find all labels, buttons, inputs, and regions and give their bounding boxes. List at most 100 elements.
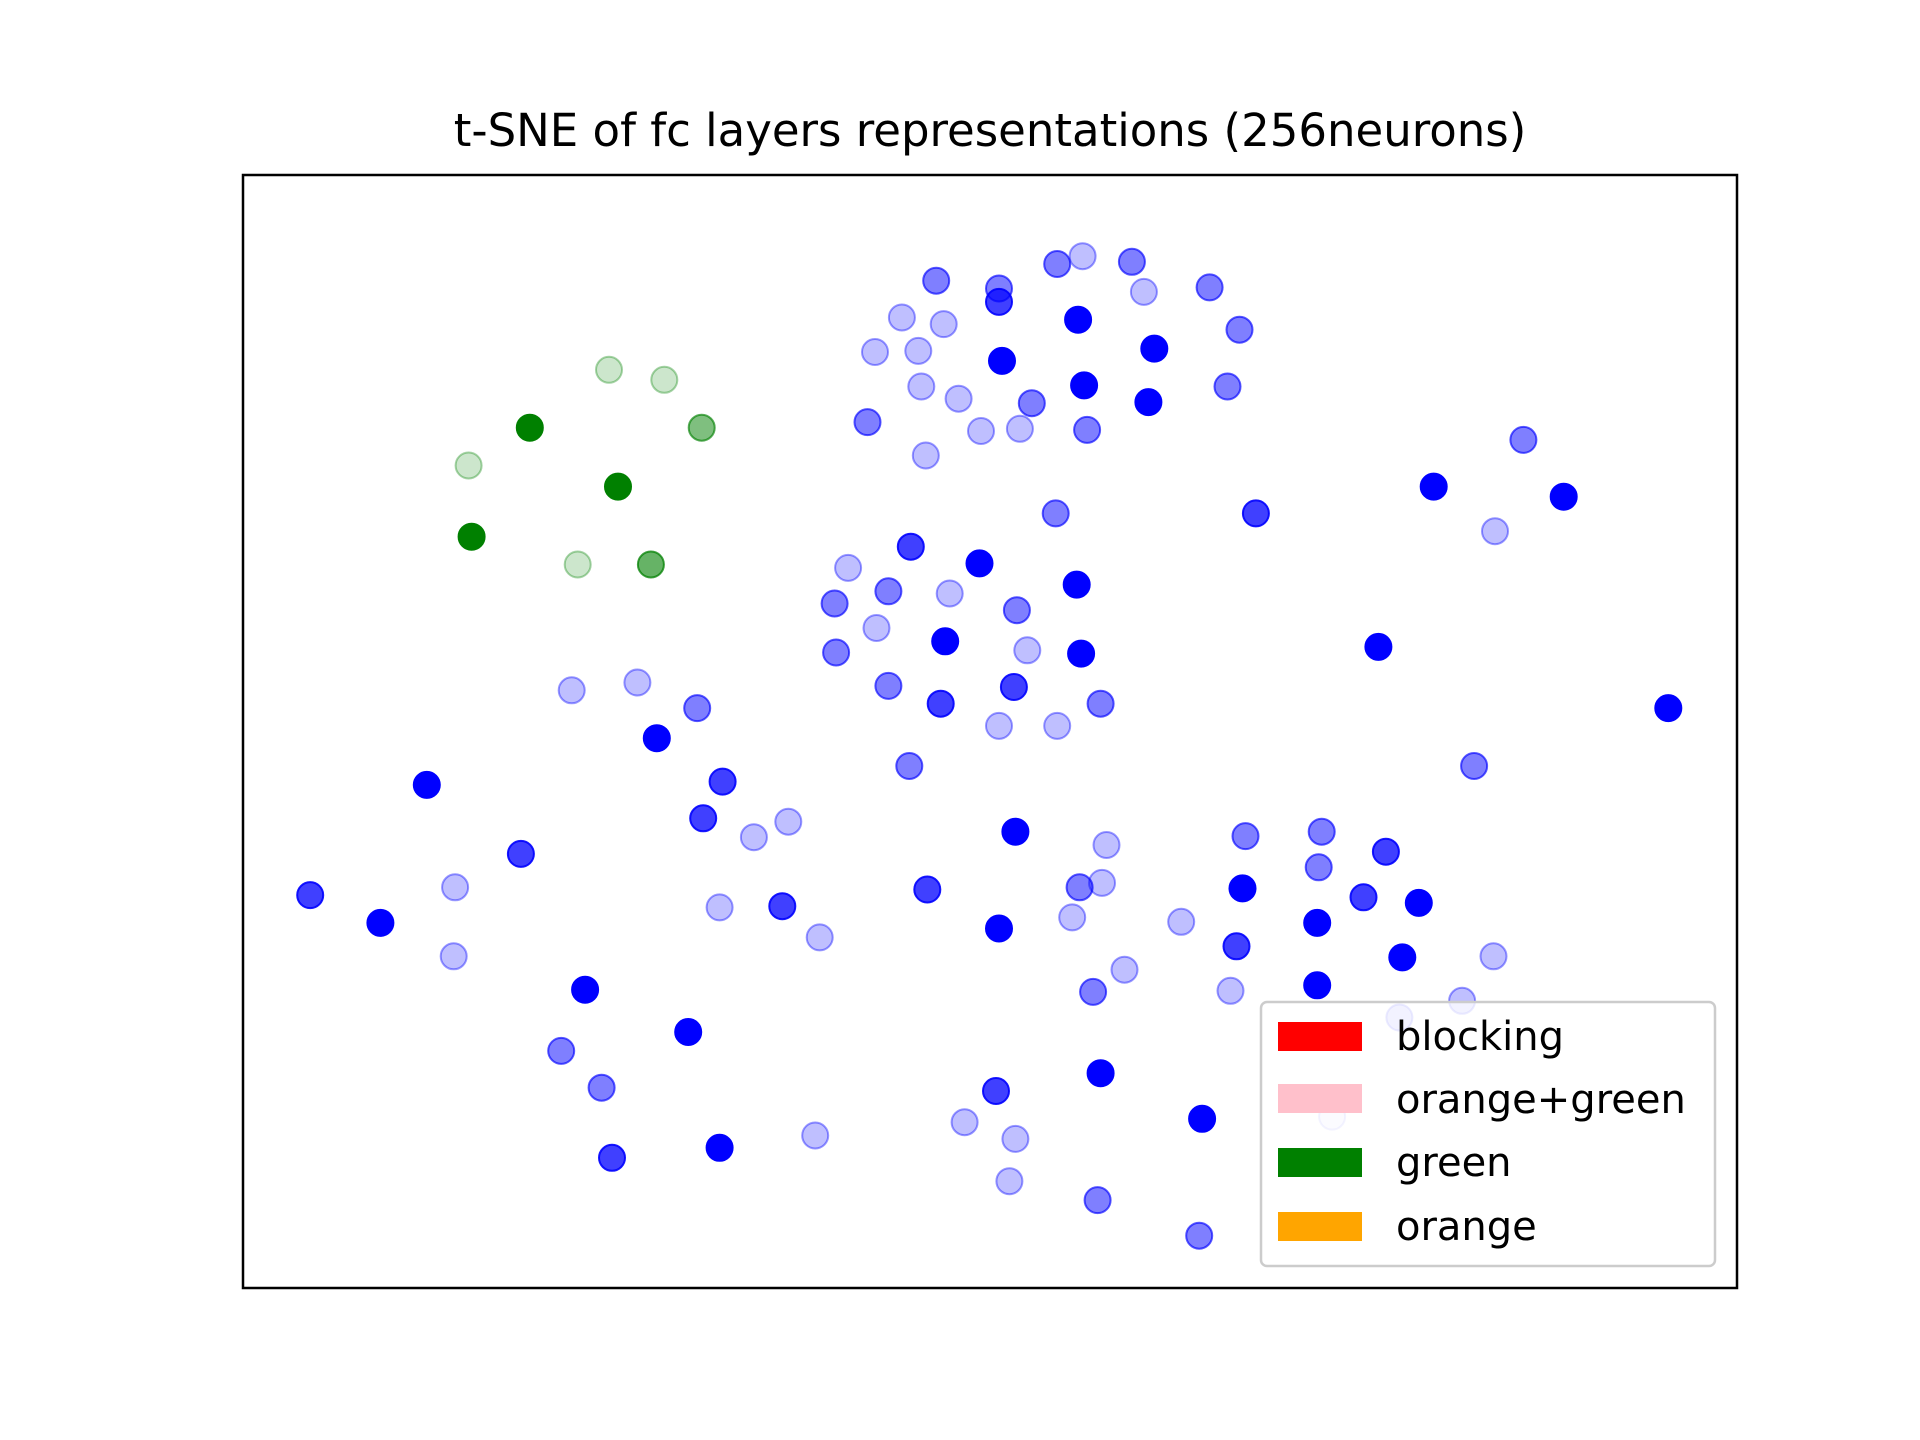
scatter-point-0-35: [834, 553, 863, 582]
scatter-point-1-4: [454, 451, 483, 480]
scatter-point-0-32: [1481, 517, 1509, 546]
scatter-point-0-24: [1005, 414, 1034, 443]
scatter-point-0-12: [904, 336, 933, 365]
scatter-point-0-78: [296, 881, 325, 910]
scatter-point-0-40: [1002, 596, 1031, 625]
scatter-point-0-59: [708, 767, 737, 796]
scatter-point-0-63: [774, 807, 803, 836]
scatter-point-0-51: [926, 689, 955, 718]
scatter-point-0-64: [1001, 817, 1030, 846]
scatter-point-0-53: [683, 694, 712, 723]
scatter-point-0-67: [739, 823, 768, 852]
scatter-point-0-74: [441, 873, 470, 902]
scatter-point-0-76: [1228, 874, 1257, 903]
scatter-point-0-72: [1065, 873, 1094, 902]
scatter-point-0-71: [1304, 853, 1333, 882]
scatter-point-0-56: [1043, 711, 1072, 740]
scatter-point-0-92: [1479, 942, 1508, 971]
scatter-point-0-86: [805, 923, 834, 952]
scatter-point-0-69: [506, 839, 535, 868]
scatter-point-0-58: [412, 770, 441, 799]
scatter-point-0-38: [935, 579, 964, 608]
scatter-point-1-0: [595, 355, 623, 384]
scatter-point-0-26: [911, 441, 940, 470]
scatter-point-0-17: [944, 384, 973, 413]
scatter-point-0-37: [874, 577, 903, 606]
scatter-point-0-80: [768, 892, 797, 921]
scatter-point-0-42: [931, 627, 960, 656]
scatter-point-0-110: [705, 1133, 734, 1162]
scatter-point-0-22: [853, 408, 882, 437]
scatter-point-0-88: [1222, 932, 1251, 961]
scatter-point-0-94: [1079, 977, 1108, 1006]
legend-swatch-orange: [1278, 1212, 1362, 1241]
scatter-point-0-6: [887, 303, 916, 332]
scatter-point-0-41: [862, 614, 891, 642]
scatter-point-0-65: [1231, 822, 1260, 851]
scatter-point-0-3: [1117, 247, 1146, 276]
scatter-point-0-109: [598, 1143, 626, 1172]
scatter-point-0-45: [1067, 639, 1096, 668]
scatter-point-1-8: [636, 550, 665, 579]
legend-label-orange: orange: [1396, 1204, 1537, 1250]
scatter-point-0-11: [861, 338, 889, 366]
scatter-point-0-60: [895, 752, 924, 780]
scatter-point-0-33: [896, 532, 925, 561]
legend-swatch-blocking: [1278, 1022, 1362, 1051]
scatter-point-0-23: [967, 417, 995, 445]
legend-label-blocking: blocking: [1396, 1014, 1564, 1060]
scatter-point-0-29: [1549, 482, 1578, 511]
scatter-point-0-36: [1062, 570, 1091, 599]
scatter-point-0-77: [1349, 883, 1378, 912]
scatter-point-0-13: [988, 346, 1016, 375]
scatter-point-0-91: [1110, 955, 1139, 984]
scatter-point-0-101: [1086, 1059, 1115, 1088]
scatter-point-0-113: [1185, 1221, 1214, 1250]
scatter-point-1-2: [515, 413, 544, 442]
scatter-point-0-73: [1088, 868, 1116, 897]
scatter-point-0-102: [587, 1073, 616, 1102]
scatter-point-0-54: [1654, 694, 1683, 723]
scatter-point-0-50: [623, 668, 652, 697]
legend-box: [1259, 1000, 1717, 1268]
chart-title: t-SNE of fc layers representations (256n…: [454, 104, 1527, 157]
scatter-point-1-5: [604, 472, 632, 501]
scatter-point-0-1: [1068, 242, 1097, 271]
scatter-point-0-5: [985, 287, 1013, 316]
scatter-point-0-84: [985, 914, 1013, 943]
scatter-point-1-6: [457, 522, 486, 551]
scatter-point-0-31: [1241, 499, 1270, 528]
scatter-point-0-79: [705, 893, 734, 922]
scatter-point-0-20: [1134, 388, 1163, 417]
scatter-point-1-7: [563, 550, 592, 579]
scatter-point-0-100: [547, 1036, 576, 1065]
scatter-point-0-107: [801, 1121, 830, 1150]
points-layer: [296, 242, 1683, 1250]
scatter-point-0-21: [1213, 372, 1242, 401]
scatter-point-0-47: [874, 671, 903, 700]
scatter-point-0-111: [995, 1167, 1024, 1196]
legend-label-green: green: [1396, 1140, 1512, 1186]
scatter-point-0-4: [922, 266, 951, 295]
scatter-point-0-30: [1041, 499, 1070, 528]
scatter-point-0-28: [1419, 472, 1448, 501]
scatter-point-0-99: [674, 1018, 703, 1046]
scatter-point-0-95: [1216, 976, 1245, 1005]
plot-frame: [241, 173, 1739, 1290]
scatter-point-1-3: [687, 413, 716, 442]
scatter-point-0-83: [366, 908, 395, 937]
scatter-point-0-104: [1188, 1104, 1217, 1133]
legend-swatch-orange-green: [1278, 1084, 1362, 1113]
scatter-point-0-89: [1388, 943, 1417, 972]
scatter-point-0-62: [689, 804, 718, 833]
scatter-point-0-68: [1092, 831, 1121, 859]
scatter-point-0-43: [1013, 636, 1042, 665]
scatter-point-0-10: [1064, 305, 1093, 334]
scatter-point-1-1: [650, 365, 679, 394]
scatter-point-0-8: [1129, 277, 1158, 306]
scatter-point-0-7: [929, 310, 958, 339]
scatter-point-0-93: [571, 975, 600, 1004]
scatter-point-0-81: [1058, 903, 1087, 932]
scatter-point-0-25: [1073, 415, 1102, 444]
